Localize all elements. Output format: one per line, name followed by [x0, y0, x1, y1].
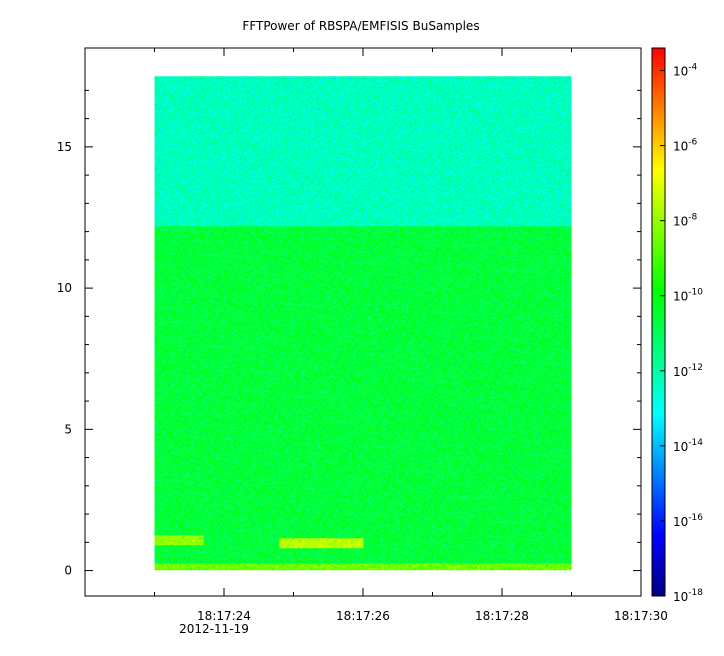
colorbar-tick-label: 10-10	[673, 288, 703, 304]
colorbar-tick-label: 10-4	[673, 63, 698, 79]
x-tick-label: 18:17:26	[336, 609, 390, 623]
y-tick-label: 10	[57, 281, 72, 295]
colorbar-tick-label: 10-6	[673, 138, 698, 154]
x-tick-label: 18:17:24	[197, 609, 251, 623]
spectrogram-heatmap	[154, 76, 572, 571]
y-tick-label: 15	[57, 140, 72, 154]
y-axis: 0 5 10 15	[57, 89, 641, 578]
colorbar-axis: 10-18 10-16 10-14 10-12 10-10 10-8 10-6 10-4	[660, 63, 703, 604]
colorbar-tick-label: 10-14	[673, 438, 703, 454]
y-tick-label: 0	[64, 564, 72, 578]
x-date-label: 2012-11-19	[179, 622, 249, 636]
x-axis: 18:17:24 18:17:26 18:17:28 18:17:30	[154, 48, 668, 623]
x-tick-label: 18:17:30	[614, 609, 668, 623]
x-tick-label: 18:17:28	[475, 609, 529, 623]
colorbar	[651, 47, 666, 597]
y-tick-label: 5	[64, 422, 72, 436]
colorbar-tick-label: 10-12	[673, 363, 703, 379]
chart-title: FFTPower of RBSPA/EMFISIS BuSamples	[242, 19, 479, 33]
colorbar-tick-label: 10-16	[673, 513, 703, 529]
colorbar-tick-label: 10-8	[673, 213, 698, 229]
colorbar-tick-label: 10-18	[673, 588, 703, 604]
